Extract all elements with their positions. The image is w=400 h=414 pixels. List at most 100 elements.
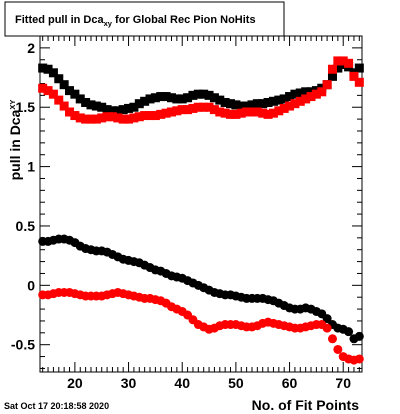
data-point: [140, 111, 150, 121]
data-point: [172, 94, 182, 104]
data-point: [150, 93, 160, 103]
x-tick-label: 40: [174, 375, 190, 391]
data-point: [97, 113, 107, 123]
data-point: [91, 114, 101, 124]
data-point: [156, 109, 166, 119]
data-point: [204, 102, 214, 112]
data-point: [204, 90, 214, 100]
data-point: [102, 112, 112, 122]
data-point: [215, 107, 225, 117]
data-point: [285, 92, 295, 102]
data-point: [59, 80, 69, 90]
data-point: [306, 92, 316, 102]
series-1: [38, 56, 364, 124]
data-point: [54, 95, 64, 105]
data-point: [344, 327, 354, 337]
data-point: [129, 102, 139, 112]
data-point: [134, 99, 144, 109]
data-point: [220, 108, 230, 118]
data-point: [258, 99, 268, 109]
data-point: [70, 111, 80, 121]
data-point: [91, 101, 101, 111]
data-point: [306, 87, 316, 97]
data-point: [81, 114, 91, 124]
data-point: [145, 94, 155, 104]
plot-frame: [39, 35, 363, 373]
data-point: [172, 106, 182, 116]
data-point: [188, 103, 198, 113]
x-axis-title: No. of Fit Points: [252, 397, 360, 413]
data-point: [65, 107, 75, 117]
series-0: [38, 59, 364, 116]
y-axis-tick-labels: -0.5 0 0.5 1 1.5 2: [11, 40, 35, 353]
data-point: [166, 93, 176, 103]
data-point: [327, 71, 337, 81]
series-2: [38, 234, 364, 344]
data-point: [263, 109, 273, 119]
data-point: [274, 106, 284, 116]
data-point: [140, 96, 150, 106]
data-point: [354, 63, 364, 73]
data-point: [161, 92, 171, 102]
data-point: [177, 94, 187, 104]
chart-title-subscript: xy: [104, 19, 113, 28]
data-point: [161, 108, 171, 118]
data-point: [193, 102, 203, 112]
data-point: [65, 86, 75, 96]
data-point: [247, 100, 257, 110]
data-point: [183, 93, 193, 103]
data-point: [252, 99, 262, 109]
data-point: [290, 99, 300, 109]
data-point: [354, 331, 364, 341]
data-point: [102, 105, 112, 115]
x-tick-label: 70: [335, 375, 351, 391]
data-point: [242, 101, 252, 111]
chart-title: Fitted pull in Dcaxy for Global Rec Pion…: [15, 14, 256, 28]
data-point: [268, 96, 278, 106]
data-point: [215, 95, 225, 105]
data-point: [295, 88, 305, 98]
data-point: [209, 105, 219, 115]
data-point: [86, 114, 96, 124]
data-series: [38, 56, 364, 365]
data-point: [354, 354, 364, 364]
data-point: [333, 344, 343, 354]
y-tick-label: 1.5: [16, 99, 36, 115]
data-point: [124, 103, 134, 113]
data-point: [354, 77, 364, 87]
data-point: [226, 99, 236, 109]
data-point: [317, 87, 327, 97]
data-point: [43, 64, 53, 74]
data-point: [333, 56, 343, 66]
data-point: [252, 107, 262, 117]
y-tick-label: 2: [27, 40, 35, 56]
chart-title-rest: for Global Rec Pion NoHits: [112, 14, 256, 26]
data-point: [70, 89, 80, 99]
x-tick-label: 60: [282, 375, 298, 391]
data-point: [59, 101, 69, 111]
y-tick-label: 0.5: [16, 218, 36, 234]
data-point: [322, 80, 332, 90]
data-point: [107, 106, 117, 116]
data-point: [242, 107, 252, 117]
data-point: [327, 64, 337, 74]
data-point: [183, 105, 193, 115]
data-point: [54, 74, 64, 84]
data-point: [124, 114, 134, 124]
data-point: [118, 114, 128, 124]
data-point: [48, 68, 58, 78]
data-point: [338, 56, 348, 66]
data-point: [220, 97, 230, 107]
y-tick-label: -0.5: [11, 337, 35, 353]
data-point: [107, 112, 117, 122]
data-point: [231, 100, 241, 110]
data-point: [177, 105, 187, 115]
x-tick-label: 30: [121, 375, 137, 391]
data-point: [156, 92, 166, 102]
data-point: [301, 94, 311, 104]
x-tick-label: 20: [67, 375, 83, 391]
data-point: [236, 101, 246, 111]
data-point: [322, 314, 332, 324]
series-3: [38, 287, 364, 365]
data-point: [327, 334, 337, 344]
